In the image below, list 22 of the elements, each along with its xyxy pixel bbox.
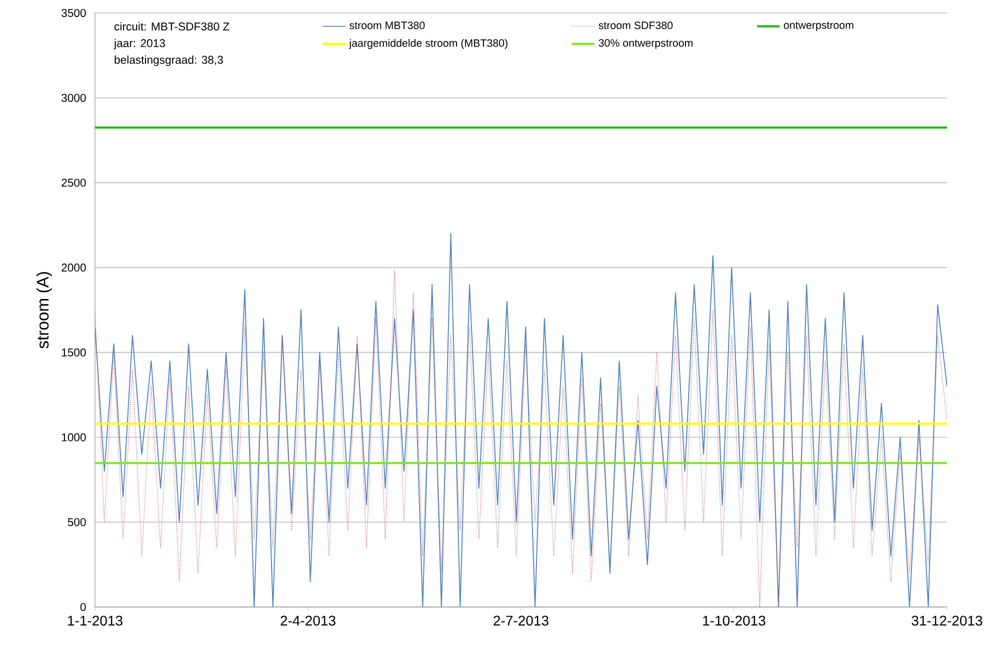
legend-label: 30% ontwerpstroom: [598, 39, 692, 49]
legend-label: jaargemiddelde stroom (MBT380): [348, 39, 508, 49]
legend-label: stroom SDF380: [598, 22, 673, 30]
y-tick-label: 2500: [62, 178, 86, 187]
annotation: jaar: 2013: [114, 38, 165, 50]
annotation: circuit: MBT-SDF380 Z: [114, 22, 230, 30]
y-tick-label: 1500: [62, 348, 86, 356]
y-tick-label: 0: [80, 602, 86, 611]
x-tick-label: 31-12-2013: [912, 616, 982, 626]
y-tick-label: 3000: [62, 94, 86, 102]
x-tick-label: 1-1-2013: [68, 616, 122, 626]
x-tick-label: 2-4-2013: [280, 616, 336, 626]
x-tick-label: 2-7-2013: [494, 616, 548, 626]
y-tick-label: 2000: [62, 264, 86, 272]
legend-label: stroom MBT380: [350, 22, 425, 30]
legend-label: ontwerpstroom: [784, 22, 854, 31]
x-tick-label: 1-10-2013: [703, 616, 766, 626]
y-tick-label: 1000: [62, 433, 86, 442]
y-axis-title: stroom (A): [36, 272, 52, 348]
y-tick-label: 500: [68, 518, 86, 526]
y-tick-label: 3500: [62, 8, 86, 17]
annotation: belastingsgraad: 38,3: [114, 55, 223, 66]
